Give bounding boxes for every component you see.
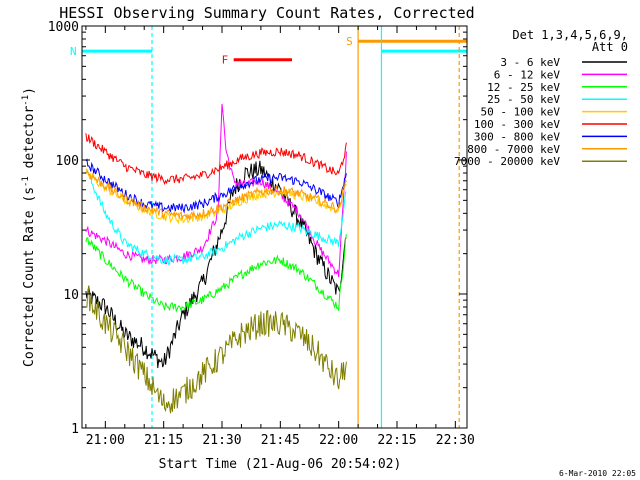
annotation-label: S: [346, 35, 353, 48]
series-line: [85, 158, 347, 214]
x-tick-label: 21:15: [144, 433, 183, 448]
y-axis-label-end: ): [22, 87, 37, 95]
y-axis-label: Corrected Count Rate (s-1 detector-1): [21, 87, 37, 367]
y-tick-label: 1000: [48, 20, 79, 35]
annotation-label: N: [70, 45, 77, 58]
series-line: [85, 168, 347, 220]
legend-label: 25 - 50 keV: [487, 93, 560, 106]
legend-label: 300 - 800 keV: [474, 130, 560, 143]
legend-label: 100 - 300 keV: [474, 118, 560, 131]
y-axis-label-main: Corrected Count Rate (s: [22, 187, 37, 367]
annotation-label: F: [222, 54, 229, 67]
series-line: [85, 234, 347, 313]
axis-layer: 21:00 21:15 21:30 21:45 22:00 22:15 22:30 1 10 10…: [48, 20, 475, 448]
legend-label: 7000 - 20000 keV: [454, 155, 560, 168]
annotation-layer: N F S: [70, 26, 467, 428]
x-tick-label: 22:00: [319, 433, 358, 448]
series-line: [85, 133, 347, 186]
series-line: [85, 103, 347, 278]
y-axis-label-mid: detector: [22, 106, 37, 177]
x-tick-label: 21:30: [202, 433, 241, 448]
y-tick-label: 1: [71, 422, 79, 437]
legend-label: 3 - 6 keV: [500, 56, 560, 69]
x-tick-label: 22:15: [377, 433, 416, 448]
legend-label: 12 - 25 keV: [487, 81, 560, 94]
series-line: [85, 285, 347, 414]
x-tick-label: 22:30: [436, 433, 475, 448]
series-layer: [85, 103, 347, 414]
chart-title: HESSI Observing Summary Count Rates, Cor…: [59, 4, 474, 22]
y-axis-label-sup2: -1: [21, 95, 31, 106]
plot-frame: [81, 25, 468, 429]
legend-header-line2: Att 0: [592, 40, 628, 54]
y-tick-label: 10: [63, 288, 79, 303]
legend-label: 6 - 12 keV: [494, 68, 561, 81]
y-tick-label: 100: [56, 154, 79, 169]
series-line: [85, 171, 347, 265]
x-tick-label: 21:45: [261, 433, 300, 448]
x-axis-label: Start Time (21-Aug-06 20:54:02): [159, 457, 402, 472]
y-axis-label-sup1: -1: [21, 176, 31, 187]
legend-header-line1: Det 1,3,4,5,6,9,: [512, 28, 628, 42]
legend-label: 800 - 7000 keV: [467, 143, 560, 156]
legend-label: 50 - 100 keV: [481, 106, 561, 119]
x-tick-label: 21:00: [86, 433, 125, 448]
footer-date: 6-Mar-2010 22:05: [559, 469, 636, 478]
